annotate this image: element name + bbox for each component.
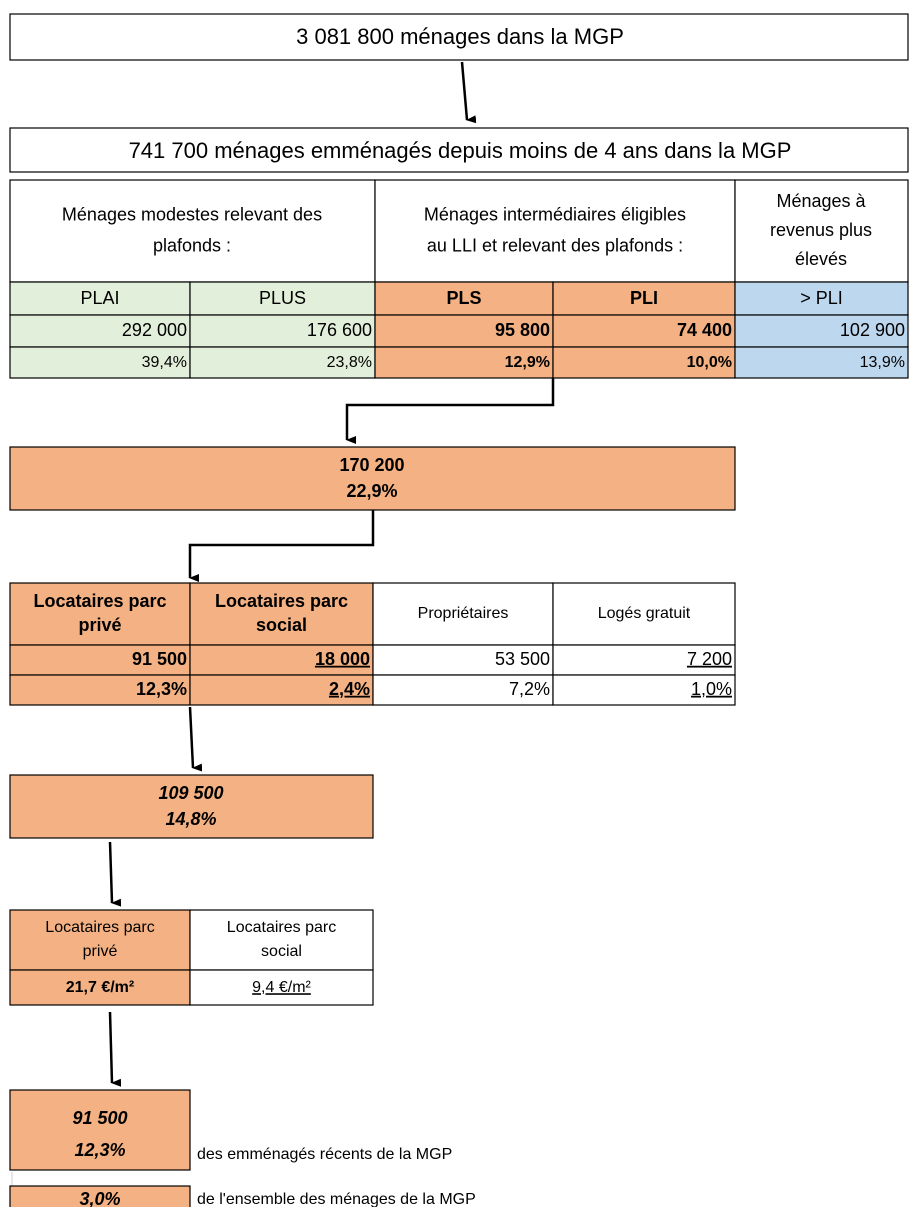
cell-text: 21,7 €/m² — [66, 979, 134, 996]
note: des emménagés récents de la MGP — [197, 1146, 452, 1163]
result-box — [9, 1185, 191, 1207]
cell-text: PLI — [630, 288, 658, 308]
cell-text: PLUS — [259, 288, 306, 308]
cell-text: 9,4 €/m² — [252, 979, 311, 996]
cell — [9, 969, 191, 1006]
cell — [189, 582, 374, 646]
connector — [188, 706, 203, 772]
cell-text: 12,9% — [505, 354, 550, 371]
cell — [552, 674, 736, 706]
cell-text: 18 000 — [315, 649, 370, 669]
cell-text: revenus plus — [770, 220, 872, 240]
cell-text: 170 200 — [339, 455, 404, 475]
cell — [189, 314, 376, 348]
cell — [552, 582, 736, 646]
total-box — [9, 446, 736, 511]
summary-box — [9, 127, 909, 173]
cell-text: plafonds : — [153, 235, 231, 255]
cell — [372, 674, 554, 706]
cell — [552, 644, 736, 676]
cell-text: privé — [78, 615, 121, 635]
cell-text: 3,0% — [79, 1189, 120, 1207]
cell-text: Ménages modestes relevant des — [62, 204, 322, 224]
cell — [9, 179, 376, 283]
cell-text: privé — [83, 943, 118, 960]
cell-text: Ménages intermédiaires éligibles — [424, 204, 686, 224]
cell-text: 2,4% — [329, 679, 370, 699]
cell — [374, 346, 554, 379]
cell-text: Locataires parc — [215, 591, 348, 611]
cell-text: > PLI — [800, 288, 843, 308]
cell-text: 91 500 — [72, 1108, 127, 1128]
cell-text: au LLI et relevant des plafonds : — [427, 235, 683, 255]
cell-text: 292 000 — [122, 320, 187, 340]
cell-text: PLAI — [80, 288, 119, 308]
cell — [9, 674, 191, 706]
cell-text: 7 200 — [687, 649, 732, 669]
cell-text: PLS — [446, 288, 481, 308]
cell-text: élevés — [795, 249, 847, 269]
cell-text: 102 900 — [840, 320, 905, 340]
cell-text: 109 500 — [158, 783, 223, 803]
cell-text: 74 400 — [677, 320, 732, 340]
cell — [9, 582, 191, 646]
cell-text: social — [261, 943, 302, 960]
cell — [9, 644, 191, 676]
cell-text: Locataires parc — [227, 919, 336, 936]
connector — [108, 1011, 122, 1087]
cell-text: 741 700 ménages emménagés depuis moins d… — [129, 138, 792, 163]
connector — [460, 61, 477, 124]
cell — [189, 909, 374, 971]
cell-text: 13,9% — [860, 354, 905, 371]
summary-box — [9, 13, 909, 61]
cell-text: 39,4% — [142, 354, 187, 371]
cell-text: 176 600 — [307, 320, 372, 340]
connector — [345, 378, 555, 444]
result-box — [9, 1089, 191, 1171]
cell — [734, 179, 909, 283]
cell — [374, 179, 736, 283]
cell — [189, 346, 376, 379]
cell — [189, 969, 374, 1006]
cell-text: Logés gratuit — [598, 605, 691, 622]
cell — [734, 281, 909, 316]
connector — [188, 510, 375, 582]
cell-text: 23,8% — [327, 354, 372, 371]
cell-text: social — [256, 615, 307, 635]
cell-text: 14,8% — [165, 809, 216, 829]
cell-text: 12,3% — [74, 1140, 125, 1160]
cell-text: 53 500 — [495, 649, 550, 669]
cell — [372, 644, 554, 676]
cell-text: 1,0% — [691, 679, 732, 699]
cell — [374, 281, 554, 316]
cell — [734, 346, 909, 379]
cell-text: Propriétaires — [418, 605, 509, 622]
cell — [9, 346, 191, 379]
cell-text: 7,2% — [509, 679, 550, 699]
cell-text: 12,3% — [136, 679, 187, 699]
cell-text: 22,9% — [346, 481, 397, 501]
cell-text: 95 800 — [495, 320, 550, 340]
total-box — [9, 774, 374, 839]
cell-text: Ménages à — [776, 191, 866, 211]
cell-text: 10,0% — [687, 354, 732, 371]
cell-text: Locataires parc — [33, 591, 166, 611]
connector — [108, 841, 122, 907]
cell — [734, 314, 909, 348]
cell-text: 3 081 800 ménages dans la MGP — [296, 24, 624, 49]
cell — [552, 314, 736, 348]
cell-text: 91 500 — [132, 649, 187, 669]
cell — [189, 674, 374, 706]
cell-text: Locataires parc — [45, 919, 154, 936]
note: de l'ensemble des ménages de la MGP — [197, 1191, 476, 1207]
